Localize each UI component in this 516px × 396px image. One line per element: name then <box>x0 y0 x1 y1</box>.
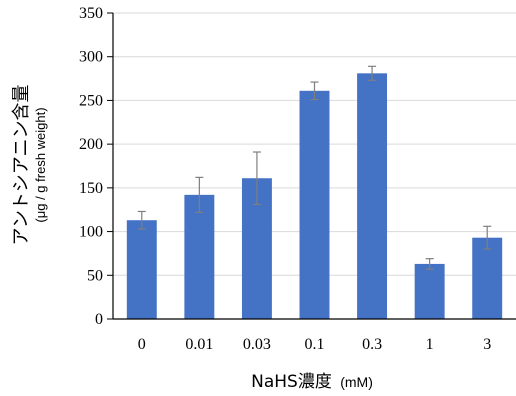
x-tick-label: 0.3 <box>362 336 382 353</box>
bar <box>184 194 215 319</box>
y-tick-label: 300 <box>79 49 103 66</box>
error-bars <box>137 65 492 270</box>
x-tick-labels: 0 0.01 0.03 0.1 0.3 1 3 <box>138 336 491 353</box>
x-tick-label: 0 <box>138 336 146 353</box>
error-bar <box>310 81 319 101</box>
error-bar <box>425 258 434 270</box>
x-axis-title-main: NaHS濃度 <box>251 372 332 392</box>
y-axis-unit: (μg / g fresh weight) <box>33 107 48 222</box>
y-tick-label: 250 <box>79 92 103 109</box>
error-bar <box>252 151 261 206</box>
y-tick-label: 0 <box>95 311 103 328</box>
bar <box>472 237 503 319</box>
y-tick-labels: 0 50 100 150 200 250 300 350 <box>79 5 103 328</box>
axes <box>107 12 516 320</box>
bar <box>357 73 388 319</box>
error-bar <box>368 65 377 81</box>
y-tick-label: 50 <box>87 267 103 284</box>
error-bar <box>483 225 492 250</box>
x-tick-label: 0.1 <box>305 336 325 353</box>
x-tick-label: 3 <box>483 336 491 353</box>
error-bar <box>195 176 204 213</box>
bar <box>126 220 157 319</box>
y-tick-label: 150 <box>79 180 103 197</box>
x-tick-label: 1 <box>426 336 434 353</box>
bar <box>299 90 330 319</box>
x-axis-title: NaHS濃度 (mM) <box>251 372 373 392</box>
y-axis-title: アントシアニン含量 <box>11 85 32 246</box>
y-tick-label: 100 <box>79 224 103 241</box>
bar <box>414 263 445 319</box>
y-tick-label: 200 <box>79 136 103 153</box>
x-tick-label: 0.01 <box>185 336 213 353</box>
x-axis-title-unit: (mM) <box>340 374 373 390</box>
x-tick-label: 0.03 <box>243 336 271 353</box>
bars <box>126 73 503 319</box>
y-tick-label: 350 <box>79 5 103 22</box>
error-bar <box>137 210 146 230</box>
